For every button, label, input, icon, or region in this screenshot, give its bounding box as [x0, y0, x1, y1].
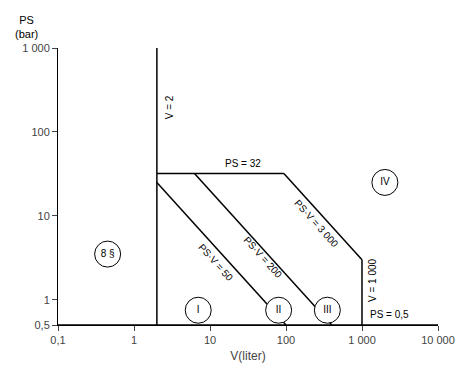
svg-text:PS·V = 200: PS·V = 200: [241, 234, 284, 280]
svg-text:1: 1: [131, 334, 137, 346]
svg-text:IV: IV: [380, 176, 390, 187]
svg-text:0,5: 0,5: [35, 319, 50, 331]
svg-text:PS = 32: PS = 32: [225, 158, 261, 169]
svg-text:III: III: [323, 304, 331, 315]
svg-text:100: 100: [277, 334, 295, 346]
svg-text:PS·V = 50: PS·V = 50: [196, 242, 235, 284]
svg-text:PS = 0,5: PS = 0,5: [370, 309, 409, 320]
svg-text:10 000: 10 000: [421, 334, 455, 346]
svg-text:II: II: [276, 304, 282, 315]
svg-text:V = 1 000: V = 1 000: [367, 258, 378, 302]
svg-text:10: 10: [204, 334, 216, 346]
svg-text:8 §: 8 §: [101, 248, 115, 259]
svg-text:V(liter): V(liter): [230, 349, 265, 363]
svg-text:10: 10: [38, 210, 50, 222]
svg-text:0,1: 0,1: [50, 334, 65, 346]
svg-text:1: 1: [44, 294, 50, 306]
svg-text:1 000: 1 000: [22, 42, 50, 54]
svg-text:I: I: [197, 304, 200, 315]
svg-text:V = 2: V = 2: [164, 95, 175, 119]
svg-text:100: 100: [31, 126, 49, 138]
svg-text:1 000: 1 000: [348, 334, 376, 346]
svg-text:PS(bar): PS(bar): [15, 14, 38, 40]
svg-text:PS·V = 3 000: PS·V = 3 000: [292, 198, 340, 250]
